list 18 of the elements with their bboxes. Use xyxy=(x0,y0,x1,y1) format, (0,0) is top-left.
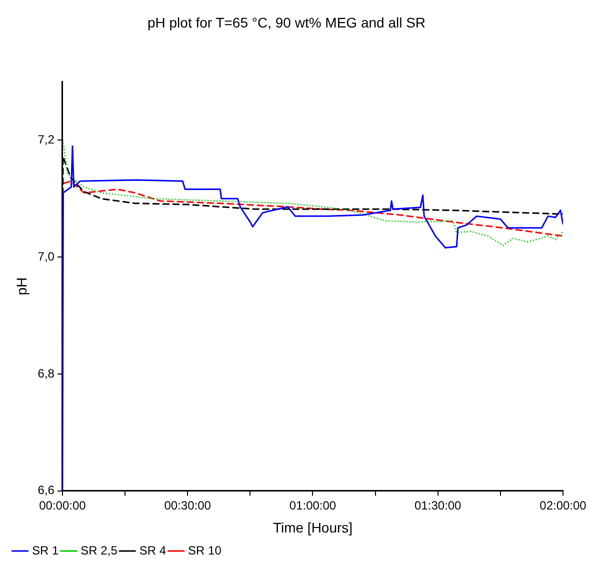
x-tick-label: 01:00:00 xyxy=(289,498,336,512)
legend-label: SR 1 xyxy=(32,543,60,558)
x-axis-title: Time [Hours] xyxy=(272,519,353,536)
y-tick-label: 7,2 xyxy=(38,132,55,147)
y-tick-label: 6,8 xyxy=(38,366,55,380)
legend-label: SR 4 xyxy=(139,543,166,558)
line-series xyxy=(62,180,563,237)
x-tick-label: 02:00:00 xyxy=(540,498,587,512)
legend-label: SR 10 xyxy=(188,543,222,558)
x-tick-label: 01:30:00 xyxy=(414,498,462,512)
y-axis-title: pH xyxy=(13,277,30,296)
x-tick-label: 00:00:00 xyxy=(39,498,86,512)
line-series xyxy=(62,139,563,246)
y-tick-label: 7,0 xyxy=(38,249,55,264)
legend-label: SR 2,5 xyxy=(80,543,118,558)
x-tick-label: 00:30:00 xyxy=(164,498,212,512)
chart-title: pH plot for T=65 °C, 90 wt% MEG and all SR xyxy=(147,14,426,30)
y-tick-label: 6,6 xyxy=(38,483,55,498)
